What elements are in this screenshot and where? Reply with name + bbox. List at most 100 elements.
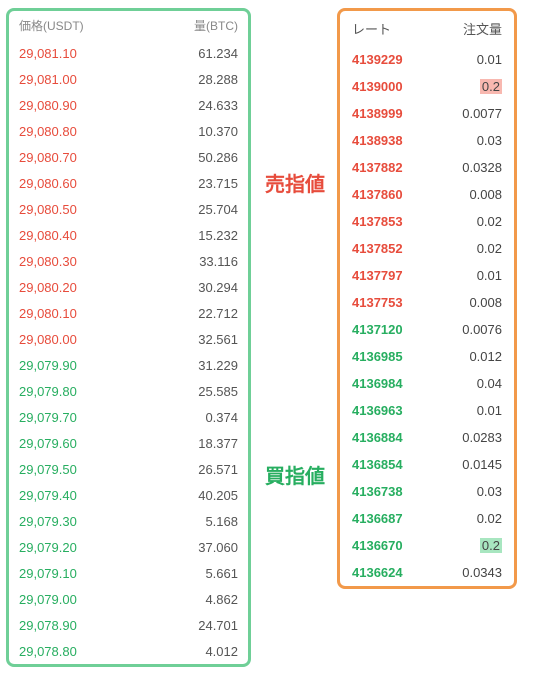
amount-cell: 61.234: [145, 40, 248, 66]
table-row[interactable]: 41369850.012: [340, 343, 514, 370]
table-header-row: 価格(USDT) 量(BTC): [9, 11, 248, 40]
table-row[interactable]: 29,079.004.862: [9, 586, 248, 612]
price-cell: 29,078.80: [9, 638, 145, 664]
table-row[interactable]: 4136670 0.2: [340, 532, 514, 559]
table-row[interactable]: 29,079.8025.585: [9, 378, 248, 404]
table-row[interactable]: 29,080.4015.232: [9, 222, 248, 248]
price-cell: 4136687: [340, 505, 434, 532]
amount-cell: 0.2: [434, 73, 514, 100]
table-row[interactable]: 41366870.02: [340, 505, 514, 532]
orderbook-right: レート 注文量 41392290.0141390000.241389990.00…: [337, 8, 517, 589]
table-row[interactable]: 41378600.008: [340, 181, 514, 208]
amount-cell: 10.370: [145, 118, 248, 144]
table-row[interactable]: 29,079.700.374: [9, 404, 248, 430]
highlighted-amount: 0.2: [480, 79, 502, 94]
table-row[interactable]: 29,080.9024.633: [9, 92, 248, 118]
highlighted-amount: 0.2: [480, 538, 502, 553]
amount-cell: 0.03: [434, 127, 514, 154]
price-cell: 29,080.00: [9, 326, 145, 352]
table-row[interactable]: 29,081.0028.288: [9, 66, 248, 92]
table-row[interactable]: 41369630.01: [340, 397, 514, 424]
table-row[interactable]: 29,079.9031.229: [9, 352, 248, 378]
amount-cell: 0.04: [434, 370, 514, 397]
amount-cell: 32.561: [145, 326, 248, 352]
price-cell: 4136670: [340, 532, 434, 559]
table-row[interactable]: 41368540.0145: [340, 451, 514, 478]
table-row[interactable]: 41389380.03: [340, 127, 514, 154]
header-price: 価格(USDT): [9, 11, 145, 40]
price-cell: 29,079.40: [9, 482, 145, 508]
amount-cell: 40.205: [145, 482, 248, 508]
price-cell: 29,079.60: [9, 430, 145, 456]
table-row[interactable]: 29,081.1061.234: [9, 40, 248, 66]
amount-cell: 30.294: [145, 274, 248, 300]
price-cell: 29,078.90: [9, 612, 145, 638]
amount-cell: 0.01: [434, 397, 514, 424]
price-cell: 4137882: [340, 154, 434, 181]
sell-limit-label: 売指値: [265, 168, 325, 197]
table-row[interactable]: 29,079.105.661: [9, 560, 248, 586]
table-row[interactable]: 41369840.04: [340, 370, 514, 397]
amount-cell: 22.712: [145, 300, 248, 326]
price-cell: 29,079.50: [9, 456, 145, 482]
table-row[interactable]: 29,080.0032.561: [9, 326, 248, 352]
table-row[interactable]: 41389990.0077: [340, 100, 514, 127]
table-row[interactable]: 29,080.3033.116: [9, 248, 248, 274]
table-row[interactable]: 41392290.01: [340, 46, 514, 73]
price-cell: 29,079.00: [9, 586, 145, 612]
table-row[interactable]: 41366240.0343: [340, 559, 514, 586]
table-row[interactable]: 41377530.008: [340, 289, 514, 316]
price-cell: 4138938: [340, 127, 434, 154]
amount-cell: 0.0145: [434, 451, 514, 478]
table-row[interactable]: 29,080.7050.286: [9, 144, 248, 170]
table-row[interactable]: 29,080.1022.712: [9, 300, 248, 326]
price-cell: 29,079.10: [9, 560, 145, 586]
amount-cell: 0.01: [434, 262, 514, 289]
buy-limit-label: 買指値: [265, 460, 325, 489]
table-row[interactable]: 29,080.8010.370: [9, 118, 248, 144]
amount-cell: 0.374: [145, 404, 248, 430]
table-row[interactable]: 29,079.6018.377: [9, 430, 248, 456]
table-row[interactable]: 41371200.0076: [340, 316, 514, 343]
table-row[interactable]: 41378530.02: [340, 208, 514, 235]
table-row[interactable]: 29,079.4040.205: [9, 482, 248, 508]
price-cell: 4136884: [340, 424, 434, 451]
price-cell: 29,080.80: [9, 118, 145, 144]
price-cell: 29,081.00: [9, 66, 145, 92]
table-row[interactable]: 29,078.9024.701: [9, 612, 248, 638]
amount-cell: 33.116: [145, 248, 248, 274]
price-cell: 4136738: [340, 478, 434, 505]
amount-cell: 37.060: [145, 534, 248, 560]
amount-cell: 25.585: [145, 378, 248, 404]
table-row[interactable]: 41378520.02: [340, 235, 514, 262]
table-row[interactable]: 29,079.2037.060: [9, 534, 248, 560]
table-row[interactable]: 29,079.305.168: [9, 508, 248, 534]
amount-cell: 15.232: [145, 222, 248, 248]
amount-cell: 50.286: [145, 144, 248, 170]
amount-cell: 0.0076: [434, 316, 514, 343]
table-row[interactable]: 29,078.804.012: [9, 638, 248, 664]
price-cell: 29,079.80: [9, 378, 145, 404]
table-row[interactable]: 41390000.2: [340, 73, 514, 100]
amount-cell: 4.012: [145, 638, 248, 664]
orderbook-right-table: レート 注文量 41392290.0141390000.241389990.00…: [340, 11, 514, 586]
table-row[interactable]: 41367380.03: [340, 478, 514, 505]
header-rate: レート: [340, 11, 434, 46]
table-row[interactable]: 29,080.2030.294: [9, 274, 248, 300]
table-row[interactable]: 41378820.0328: [340, 154, 514, 181]
price-cell: 4136984: [340, 370, 434, 397]
table-row[interactable]: 29,079.5026.571: [9, 456, 248, 482]
amount-cell: 0.03: [434, 478, 514, 505]
table-row[interactable]: 41377970.01: [340, 262, 514, 289]
price-cell: 4137853: [340, 208, 434, 235]
price-cell: 29,080.50: [9, 196, 145, 222]
amount-cell: 24.633: [145, 92, 248, 118]
table-row[interactable]: 29,080.6023.715: [9, 170, 248, 196]
price-cell: 29,081.10: [9, 40, 145, 66]
price-cell: 29,080.20: [9, 274, 145, 300]
table-row[interactable]: 41368840.0283: [340, 424, 514, 451]
table-row[interactable]: 29,080.5025.704: [9, 196, 248, 222]
price-cell: 4137797: [340, 262, 434, 289]
amount-cell: 0.012: [434, 343, 514, 370]
orderbook-left-table: 価格(USDT) 量(BTC) 29,081.1061.23429,081.00…: [9, 11, 248, 664]
